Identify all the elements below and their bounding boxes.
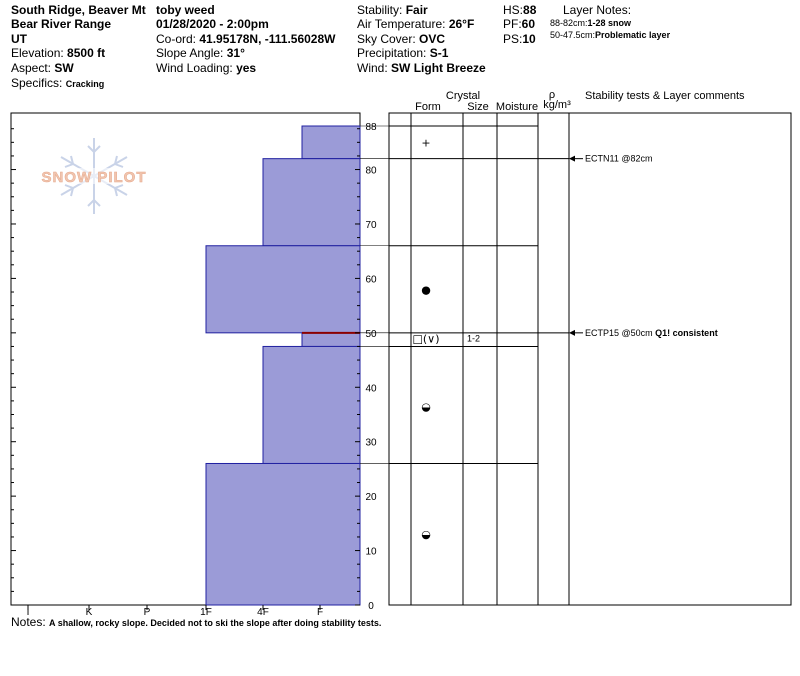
depth-label-20: 20	[365, 492, 377, 503]
depth-axis: 0 10 20 30 40 50 60 70 80 88	[11, 122, 377, 612]
hardness-layer-0	[301, 125, 361, 160]
depth-label-88: 88	[365, 122, 377, 133]
observer: toby weed	[156, 3, 215, 17]
depth-label-80: 80	[365, 166, 377, 177]
hardness-label-I: I	[27, 607, 30, 618]
hardness-layer-2	[205, 245, 361, 334]
grain-symbol-3: ◒	[421, 400, 431, 413]
hardness-label-K: K	[86, 607, 93, 618]
hardness-label-F: F	[317, 607, 323, 618]
stability-test-label: ECTP15 @50cm	[585, 328, 653, 338]
crystal-header: Crystal	[446, 90, 480, 102]
layer-note-2: 50-47.5cm:Problematic layer	[550, 30, 671, 40]
stability: Stability: Fair	[357, 3, 428, 17]
stability-tests: ECTN11 @82cm ECTP15 @50cm Q1! consistent	[569, 154, 718, 338]
grain-symbol-4: ◒	[421, 528, 431, 541]
layer-notes-title: Layer Notes:	[563, 3, 632, 17]
snowpilot-logo: SNOW PILOT	[32, 138, 156, 214]
stability-test-arrow-1	[569, 329, 575, 336]
layer-table-frame	[388, 112, 792, 606]
hardness-layer-5	[205, 462, 361, 606]
density-symbol: ρ	[549, 89, 555, 101]
stability-test-arrow-0	[569, 155, 575, 162]
aspect: Aspect: SW	[11, 61, 74, 75]
stability-test-label: ECTN11 @82cm	[585, 154, 653, 164]
hardness-layers	[205, 125, 361, 606]
depth-label-30: 30	[365, 438, 377, 449]
grain-size-2: 1-2	[467, 333, 480, 343]
slope-angle: Slope Angle: 31°	[156, 46, 245, 60]
depth-label-10: 10	[365, 547, 377, 558]
pf-value: PF:60	[503, 17, 536, 31]
hardness-label-4F: 4F	[257, 607, 269, 618]
layer-note-1: 88-82cm:1-28 snow	[550, 18, 632, 28]
depth-label-60: 60	[365, 274, 377, 285]
stability-test-extra: Q1! consistent	[653, 328, 718, 338]
stability-test-0: ECTN11 @82cm	[585, 154, 653, 164]
hardness-axis: I K P 1F 4F F	[27, 605, 323, 618]
grain-symbol-1: ●	[421, 283, 431, 296]
layer-boundaries	[360, 125, 569, 464]
elevation: Elevation: 8500 ft	[11, 46, 106, 60]
hs-value: HS:88	[503, 3, 537, 17]
hardness-label-P: P	[144, 607, 151, 618]
grain-symbol-2: □(∨)	[412, 332, 439, 345]
stability-test-1: ECTP15 @50cm Q1! consistent	[585, 328, 718, 338]
hardness-layer-3	[301, 332, 361, 347]
wind-loading: Wind Loading: yes	[156, 61, 257, 75]
sky-cover: Sky Cover: OVC	[357, 32, 446, 46]
datetime: 01/28/2020 - 2:00pm	[156, 17, 269, 31]
precipitation: Precipitation: S-1	[357, 46, 449, 60]
hardness-label-1F: 1F	[200, 607, 212, 618]
coordinates: Co-ord: 41.95178N, -111.56028W	[156, 32, 336, 46]
depth-label-40: 40	[365, 383, 377, 394]
stability-header: Stability tests & Layer comments	[585, 90, 745, 102]
location-name: South Ridge, Beaver Mt	[11, 3, 146, 17]
snowpilot-logo-text: SNOW PILOT	[42, 169, 147, 186]
notes: Notes: A shallow, rocky slope. Decided n…	[11, 615, 382, 629]
air-temperature: Air Temperature: 26°F	[357, 17, 475, 31]
depth-label-50: 50	[365, 329, 377, 340]
depth-label-0: 0	[368, 601, 374, 612]
size-header: Size	[467, 101, 488, 113]
hardness-layer-1	[262, 158, 361, 247]
hardness-layer-4	[262, 345, 361, 464]
grain-forms: + ● □(∨) 1-2 ◒ ◒	[412, 136, 480, 541]
depth-label-70: 70	[365, 220, 377, 231]
state-name: UT	[11, 32, 27, 46]
wind: Wind: SW Light Breeze	[357, 61, 486, 75]
ps-value: PS:10	[503, 32, 536, 46]
specifics: Specifics: Cracking	[11, 76, 105, 90]
moisture-header: Moisture	[496, 101, 538, 113]
range-name: Bear River Range	[11, 17, 112, 31]
grain-symbol-0: +	[421, 136, 430, 149]
density-unit: kg/m³	[543, 99, 571, 111]
form-header: Form	[415, 101, 441, 113]
